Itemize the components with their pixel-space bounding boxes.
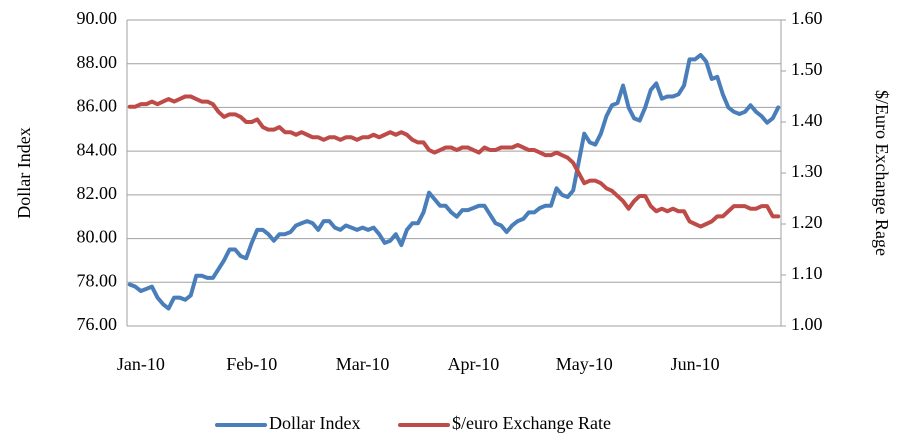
y-tick-label: 82.00 [77,183,118,203]
y2-tick-label: 1.40 [791,110,823,130]
x-tick-label: Apr-10 [448,354,500,374]
legend-label: $/euro Exchange Rate [452,413,611,433]
y-tick-label: 86.00 [77,96,118,116]
y-tick-label: 84.00 [77,139,118,159]
y-tick-label: 90.00 [77,8,118,28]
line-series [127,94,781,229]
y2-tick-label: 1.10 [791,263,823,283]
y2-tick-label: 1.50 [791,59,823,79]
legend-label: Dollar Index [269,413,360,433]
y2-tick-label: 1.60 [791,8,823,28]
y2-tick-label: 1.30 [791,161,823,181]
y2-tick-label: 1.20 [791,212,823,232]
x-tick-label: Jun-10 [671,354,720,374]
y-tick-label: 78.00 [77,270,118,290]
y2-tick-label: 1.00 [791,314,823,334]
y-tick-label: 88.00 [77,52,118,72]
x-tick-label: Feb-10 [226,354,277,374]
x-tick-label: May-10 [556,354,613,374]
y-tick-label: 80.00 [77,227,118,247]
y-tick-label: 76.00 [77,314,118,334]
y-axis-label: Dollar Index [14,127,34,218]
y2-axis-label: $/Euro Exchange Rage [872,90,892,256]
x-tick-label: Mar-10 [336,354,390,374]
x-tick-label: Jan-10 [117,354,165,374]
line-series [127,52,781,311]
